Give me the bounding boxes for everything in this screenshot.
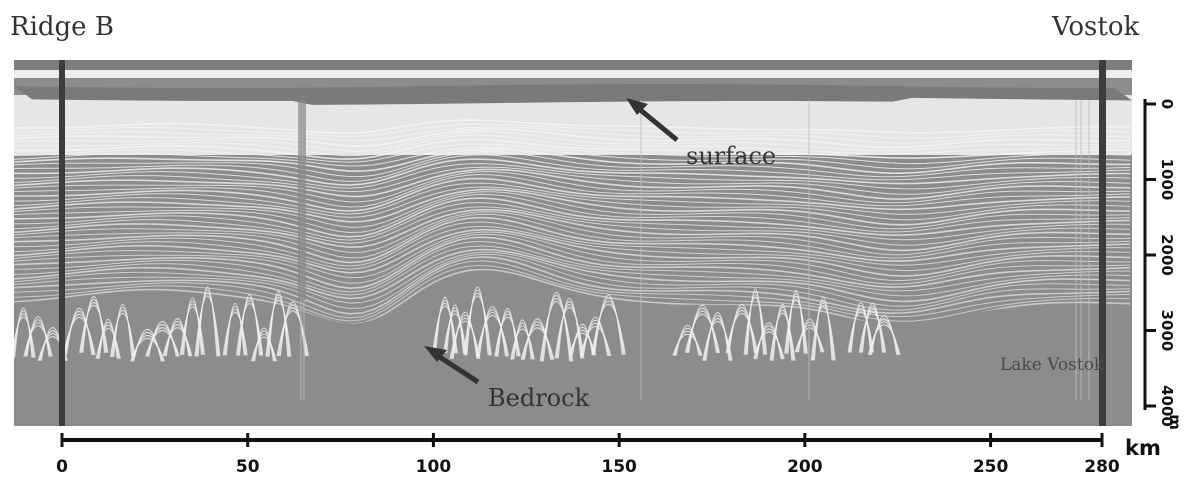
bedrock-annotation: Bedrock xyxy=(424,346,590,412)
surface-annotation: surface xyxy=(626,98,776,170)
distance-tick-label: 280 xyxy=(1084,457,1120,477)
radar-echogram xyxy=(14,60,1132,426)
ridge-b-label: Ridge B xyxy=(10,12,114,42)
distance-unit-label: km xyxy=(1125,436,1161,460)
vertical-streaks xyxy=(298,100,1090,400)
depth-axis: m 0 1000 2000 3000 4000 xyxy=(1143,99,1184,430)
distance-tick-label: 200 xyxy=(787,457,823,477)
distance-tick-label: 0 xyxy=(56,457,68,477)
bedrock-arrowhead xyxy=(424,346,447,362)
end-marker-line xyxy=(1099,60,1106,426)
start-marker-line xyxy=(59,60,65,426)
depth-unit-label: m xyxy=(1166,414,1184,430)
surface-band-dark xyxy=(14,84,1132,105)
vostok-label: Vostok xyxy=(1052,12,1140,42)
depth-tick-label: 0 xyxy=(1158,99,1176,109)
depth-tick-label: 4000 xyxy=(1158,385,1176,427)
bedrock-label: Bedrock xyxy=(488,384,590,412)
distance-axis: km 0 50 100 150 200 250 280 xyxy=(56,433,1161,477)
bedrock-echoes xyxy=(14,286,901,362)
lake-vostok-label: Lake Vostok xyxy=(1000,355,1105,375)
surface-label: surface xyxy=(686,142,776,170)
distance-tick-label: 150 xyxy=(601,457,637,477)
internal-layers xyxy=(14,119,1131,349)
distance-tick-label: 50 xyxy=(236,457,260,477)
distance-tick-label: 250 xyxy=(973,457,1009,477)
surface-band-bright xyxy=(14,70,1132,78)
surface-arrowhead xyxy=(626,98,648,115)
depth-tick-label: 2000 xyxy=(1158,234,1176,276)
depth-tick-label: 1000 xyxy=(1158,159,1176,201)
distance-tick-label: 100 xyxy=(416,457,452,477)
surface-band-top xyxy=(14,60,1132,70)
depth-tick-label: 3000 xyxy=(1158,310,1176,352)
